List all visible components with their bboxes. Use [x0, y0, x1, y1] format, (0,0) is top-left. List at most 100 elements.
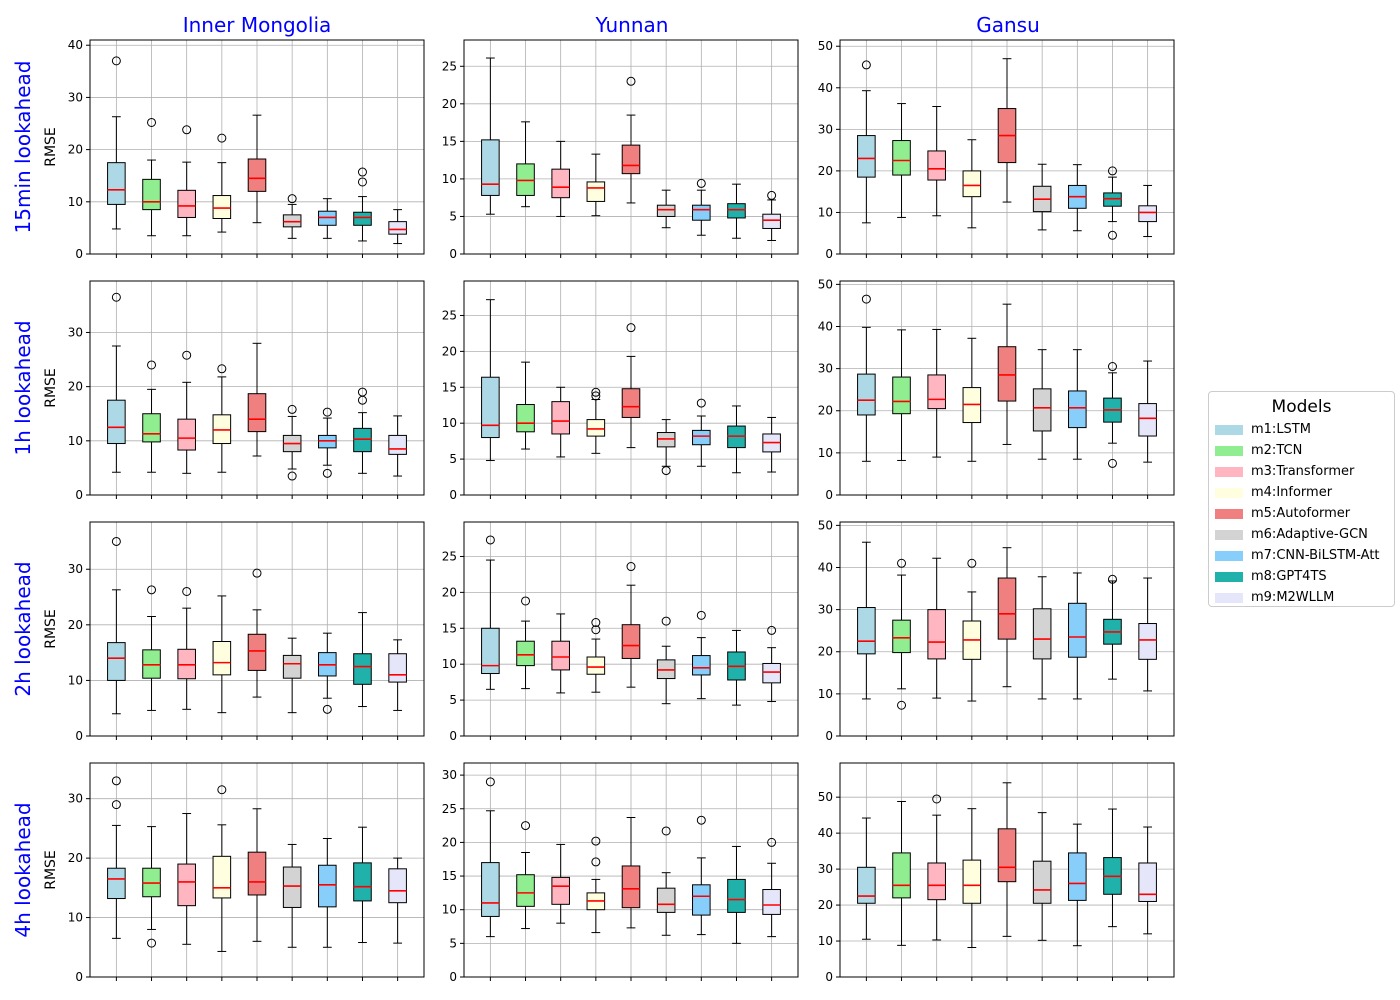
box: [1138, 623, 1157, 660]
box: [857, 866, 876, 904]
outlier-point: [626, 76, 636, 86]
outlier-point: [147, 938, 157, 948]
y-tick-label: 20: [818, 898, 833, 912]
legend-item: m6:Adaptive-GCN: [1209, 524, 1394, 545]
y-tick-label: 20: [68, 143, 83, 157]
box: [586, 181, 606, 202]
legend-label: m8:GPT4TS: [1251, 569, 1327, 584]
outlier-point: [485, 777, 495, 787]
box: [516, 640, 535, 667]
box: [692, 655, 711, 676]
box: [892, 619, 911, 654]
box: [1032, 860, 1052, 904]
box: [481, 139, 500, 196]
box: [656, 204, 676, 217]
y-tick-label: 30: [68, 325, 83, 339]
y-tick-label: 50: [818, 790, 833, 804]
y-tick-label: 30: [818, 603, 833, 617]
box: [353, 211, 372, 226]
box: [282, 654, 302, 679]
box: [177, 648, 196, 680]
plot-frame: [463, 39, 799, 255]
box: [621, 624, 641, 659]
y-tick-label: 20: [818, 404, 833, 418]
row-title-2h: 2h lookahead: [11, 561, 35, 696]
column-title-yunnan: Yunnan: [595, 13, 669, 37]
box: [1068, 390, 1087, 429]
panel: 0 10 20 30 40 50: [818, 277, 1175, 502]
y-tick-label: 25: [442, 308, 457, 322]
y-tick-label: 30: [818, 862, 833, 876]
y-tick-label: 25: [442, 549, 457, 563]
legend-label: m3:Transformer: [1251, 464, 1355, 479]
box: [318, 864, 337, 908]
box: [551, 401, 570, 435]
outlier-point: [591, 836, 601, 846]
outlier-point: [591, 391, 601, 401]
legend-label: m2:TCN: [1251, 443, 1303, 458]
outlier-point: [591, 857, 601, 867]
y-tick-label: 20: [442, 97, 457, 111]
y-tick-label: 30: [68, 562, 83, 576]
box: [1138, 205, 1157, 223]
panel: 0 10 20 30 40 50: [818, 39, 1175, 261]
outlier-point: [897, 700, 907, 710]
y-tick-label: 5: [449, 452, 457, 466]
panel: 0 10 20 30 40 50: [818, 518, 1175, 743]
box: [551, 168, 570, 199]
y-tick-label: 10: [68, 434, 83, 448]
outlier-point: [322, 407, 332, 417]
y-tick-label: 0: [449, 488, 457, 502]
y-tick-label: 10: [442, 657, 457, 671]
box: [212, 641, 232, 676]
legend-item: m3:Transformer: [1209, 461, 1394, 482]
outlier-point: [182, 125, 192, 135]
outlier-point: [521, 821, 531, 831]
legend-items: m1:LSTM m2:TCN m3:Transformer m4:Informer m5…: [1209, 419, 1394, 608]
box: [388, 653, 407, 683]
outlier-point: [767, 625, 777, 635]
y-tick-label: 20: [442, 835, 457, 849]
box: [1068, 602, 1087, 658]
panel: 0 10 20 30: [68, 280, 425, 502]
y-tick-label: 20: [818, 164, 833, 178]
outlier-point: [217, 785, 227, 795]
outlier-point: [287, 471, 297, 481]
legend-swatch: [1215, 550, 1243, 561]
box: [857, 373, 876, 416]
y-tick-label: 15: [442, 621, 457, 635]
box: [857, 607, 876, 655]
y-tick-label: 10: [68, 195, 83, 209]
outlier-point: [111, 56, 121, 66]
box: [388, 868, 407, 904]
outlier-point: [861, 60, 871, 70]
legend-label: m4:Informer: [1251, 485, 1333, 500]
outlier-point: [861, 294, 871, 304]
legend-label: m7:CNN-BiLSTM-Att: [1251, 548, 1380, 563]
outlier-point: [111, 292, 121, 302]
box: [107, 867, 126, 900]
outlier-point: [485, 535, 495, 545]
legend-title: Models: [1271, 397, 1332, 417]
panel: 0 10 20 30 40 50: [818, 762, 1175, 984]
legend-swatch: [1215, 466, 1243, 477]
box: [353, 427, 372, 453]
box: [727, 878, 746, 913]
box: [621, 865, 641, 909]
box: [962, 859, 982, 904]
y-tick-label: 40: [818, 560, 833, 574]
legend-swatch: [1215, 529, 1243, 540]
panel: 0 10 20 30 40: [68, 38, 425, 261]
legend-item: m8:GPT4TS: [1209, 566, 1394, 587]
panel: 0 10 20 30: [68, 521, 425, 743]
outlier-point: [111, 800, 121, 810]
box: [551, 876, 570, 905]
outlier-point: [322, 468, 332, 478]
box: [551, 640, 570, 671]
panel: 0 5 10 15 20 25: [442, 39, 799, 261]
y-tick-label: 5: [449, 936, 457, 950]
row-title-4h: 4h lookahead: [11, 802, 35, 937]
box: [516, 874, 535, 907]
y-tick-label: 30: [68, 792, 83, 806]
